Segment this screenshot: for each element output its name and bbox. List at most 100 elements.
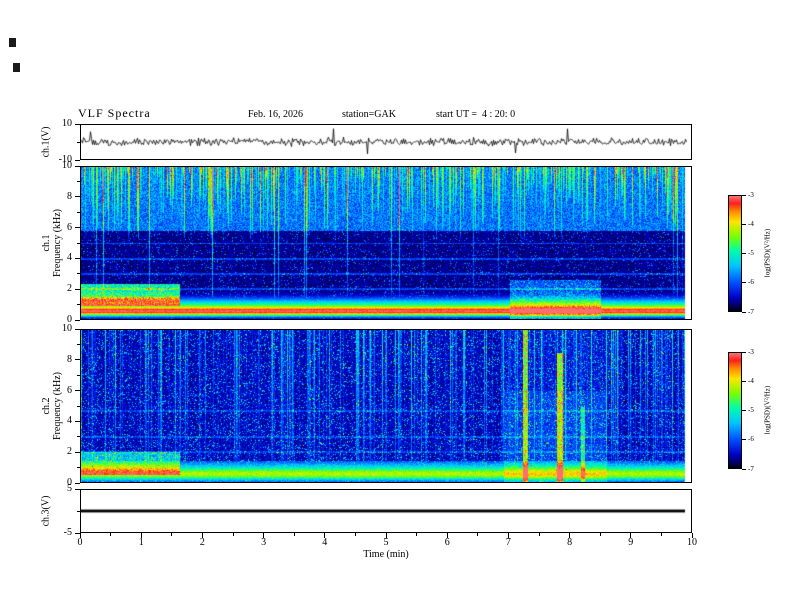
ch2-channel-label: ch.2 — [41, 397, 52, 415]
figure-station: station=GAK — [342, 109, 396, 120]
y-tick — [75, 227, 80, 229]
colorbar-tick-label: -3 — [748, 347, 754, 356]
y-tick-label: 6 — [67, 384, 72, 396]
y-minor-tick — [77, 180, 80, 182]
y-tick-label: 8 — [67, 353, 72, 365]
colorbar-ch1-label: log(PSD)(V²/Hz) — [763, 228, 772, 278]
colorbar-tick-label: -7 — [748, 464, 754, 473]
y-tick — [75, 257, 80, 259]
colorbar-tick — [742, 194, 746, 196]
figure-title: VLF Spectra — [78, 106, 151, 120]
panel-ch2-spectrogram — [80, 329, 692, 483]
y-tick — [75, 420, 80, 422]
x-tick-label: 1 — [138, 537, 144, 548]
x-tick — [691, 533, 693, 538]
x-minor-tick — [354, 533, 356, 536]
y-tick — [75, 319, 80, 321]
x-tick-label: 7 — [505, 537, 511, 548]
x-minor-tick — [416, 533, 418, 536]
ch2-frequency-axis-label: Frequency (kHz) — [52, 371, 63, 441]
y-tick-label: 6 — [67, 221, 72, 233]
y-minor-tick — [77, 510, 80, 512]
y-tick-label: 5 — [67, 483, 72, 494]
ch1-frequency-axis-label: Frequency (kHz) — [52, 208, 63, 278]
x-tick — [324, 533, 326, 538]
x-minor-tick — [477, 533, 479, 536]
colorbar-tick — [742, 410, 746, 411]
y-tick-label: 0 — [67, 314, 72, 325]
x-minor-tick — [110, 533, 112, 536]
colorbar-tick — [742, 223, 746, 225]
colorbar-ch2-label: log(PSD)(V²/Hz) — [763, 385, 772, 435]
y-minor-tick — [77, 405, 80, 407]
y-minor-tick — [77, 467, 80, 469]
y-tick-label: 10 — [62, 323, 72, 334]
y-minor-tick — [77, 374, 80, 376]
y-tick-label: -5 — [63, 527, 72, 538]
x-minor-tick — [599, 533, 601, 536]
x-axis-title: Time (min) — [363, 549, 409, 560]
y-tick — [75, 123, 80, 125]
y-minor-tick — [77, 242, 80, 244]
colorbar-ch2 — [728, 352, 742, 469]
y-tick-label: -10 — [58, 154, 72, 165]
figure-date: Feb. 16, 2026 — [248, 109, 303, 120]
y-tick — [75, 532, 80, 534]
x-tick — [630, 533, 632, 538]
x-tick — [569, 533, 571, 538]
x-tick-label: 8 — [567, 537, 573, 548]
ch3-waveform-canvas — [81, 490, 691, 532]
y-tick-label: 10 — [62, 118, 72, 129]
x-tick-label: 6 — [444, 537, 450, 548]
colorbar-tick — [742, 468, 746, 470]
panel-ch3-waveform — [80, 489, 692, 533]
x-tick-label: 2 — [199, 537, 205, 548]
x-minor-tick — [660, 533, 662, 536]
ch1-waveform-canvas — [81, 125, 691, 159]
x-minor-tick — [232, 533, 234, 536]
x-tick — [385, 533, 387, 538]
ch1-waveform-ylabel: ch.1(V) — [40, 126, 52, 158]
y-tick-label: 4 — [67, 415, 72, 427]
y-tick — [75, 328, 80, 330]
x-tick-label: 3 — [261, 537, 267, 548]
y-tick — [75, 390, 80, 392]
colorbar-ch1-canvas — [729, 196, 741, 311]
y-minor-tick — [77, 211, 80, 213]
colorbar-tick-label: -5 — [748, 406, 754, 414]
x-tick — [79, 533, 81, 538]
y-tick — [75, 288, 80, 290]
y-tick-label: 4 — [67, 252, 72, 264]
y-tick-label: 2 — [67, 283, 72, 295]
colorbar-tick-label: -7 — [748, 307, 754, 316]
x-minor-tick — [293, 533, 295, 536]
figure-start-ut: start UT = 4 : 20: 0 — [436, 109, 516, 120]
colorbar-tick-label: -5 — [748, 249, 754, 257]
y-tick — [75, 488, 80, 490]
ch2-spectrogram-ylabel: ch.2 Frequency (kHz) — [41, 372, 63, 440]
y-tick — [75, 451, 80, 453]
y-minor-tick — [77, 141, 80, 143]
colorbar-tick-label: -6 — [748, 435, 754, 444]
y-tick — [75, 482, 80, 484]
x-tick-label: 9 — [628, 537, 634, 548]
y-tick-label: 2 — [67, 446, 72, 458]
colorbar-tick — [742, 253, 746, 254]
x-tick-label: 4 — [322, 537, 328, 548]
ch1-spectrogram-canvas — [81, 167, 691, 319]
x-tick — [201, 533, 203, 538]
ch1-channel-label: ch.1 — [41, 234, 52, 252]
y-minor-tick — [77, 304, 80, 306]
colorbar-tick — [742, 351, 746, 353]
y-tick-label: 8 — [67, 190, 72, 202]
colorbar-tick-label: -3 — [748, 190, 754, 199]
y-tick — [75, 196, 80, 198]
y-minor-tick — [77, 436, 80, 438]
ch3-waveform-ylabel: ch.3(V) — [40, 495, 52, 527]
x-tick — [507, 533, 509, 538]
colorbar-tick — [742, 282, 746, 284]
x-tick-label: 5 — [383, 537, 389, 548]
y-minor-tick — [77, 273, 80, 275]
y-tick — [75, 159, 80, 161]
